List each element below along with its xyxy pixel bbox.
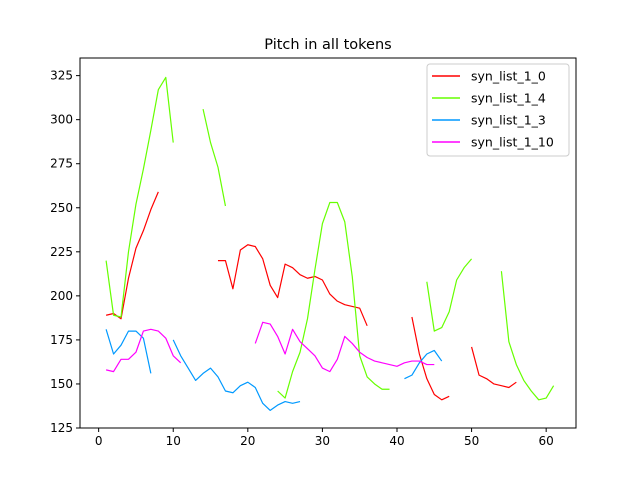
y-tick-label: 225 bbox=[50, 245, 73, 259]
y-tick-label: 125 bbox=[50, 421, 73, 435]
y-tick-label: 175 bbox=[50, 333, 73, 347]
series-syn_list_1_0-segment-1 bbox=[105, 191, 159, 320]
series-syn_list_1_3-segment-3 bbox=[404, 349, 443, 380]
y-tick-label: 150 bbox=[50, 377, 73, 391]
y-tick-label: 200 bbox=[50, 289, 73, 303]
legend-label: syn_list_1_3 bbox=[471, 113, 546, 128]
legend-box bbox=[426, 63, 570, 157]
x-tick-label: 40 bbox=[389, 434, 404, 448]
y-tick-label: 325 bbox=[50, 69, 73, 83]
y-tick-label: 275 bbox=[50, 157, 73, 171]
series-syn_list_1_0-segment-2 bbox=[217, 244, 368, 327]
x-tick-label: 30 bbox=[315, 434, 330, 448]
series-syn_list_1_4-segment-5 bbox=[500, 271, 555, 401]
x-axis: 0 10 20 30 40 50 60 bbox=[95, 428, 554, 448]
x-tick-label: 0 bbox=[95, 434, 103, 448]
chart-title: Pitch in all tokens bbox=[264, 37, 391, 53]
series-syn_list_1_4-segment-3 bbox=[277, 201, 390, 399]
series-syn_list_1_3-segment-2 bbox=[172, 339, 301, 411]
series-syn_list_1_0-segment-3 bbox=[411, 316, 450, 401]
x-tick-label: 20 bbox=[240, 434, 255, 448]
series-syn_list_1_4-segment-2 bbox=[202, 108, 227, 207]
series-syn_list_1_3-segment-1 bbox=[105, 329, 152, 374]
y-tick-label: 250 bbox=[50, 201, 73, 215]
series-syn_list_1_4-segment-4 bbox=[426, 258, 473, 332]
series-syn_list_1_4-segment-1 bbox=[105, 76, 174, 318]
series-syn_list_1_10-segment-2 bbox=[254, 321, 435, 373]
legend-label: syn_list_1_0 bbox=[471, 69, 546, 84]
plot-frame bbox=[79, 57, 577, 429]
legend-label: syn_list_1_4 bbox=[471, 91, 546, 106]
legend-label: syn_list_1_10 bbox=[471, 135, 554, 150]
x-tick-label: 50 bbox=[464, 434, 479, 448]
legend: syn_list_1_0 syn_list_1_4 syn_list_1_3 syn_… bbox=[426, 63, 570, 157]
series-syn_list_1_0-segment-4 bbox=[470, 346, 517, 389]
x-tick-label: 10 bbox=[166, 434, 181, 448]
y-tick-label: 300 bbox=[50, 113, 73, 127]
x-tick-label: 60 bbox=[539, 434, 554, 448]
y-axis: 125 150 175 200 225 250 275 300 325 bbox=[50, 69, 80, 435]
series-syn_list_1_10-segment-1 bbox=[105, 328, 182, 373]
plot-lines bbox=[105, 76, 555, 411]
